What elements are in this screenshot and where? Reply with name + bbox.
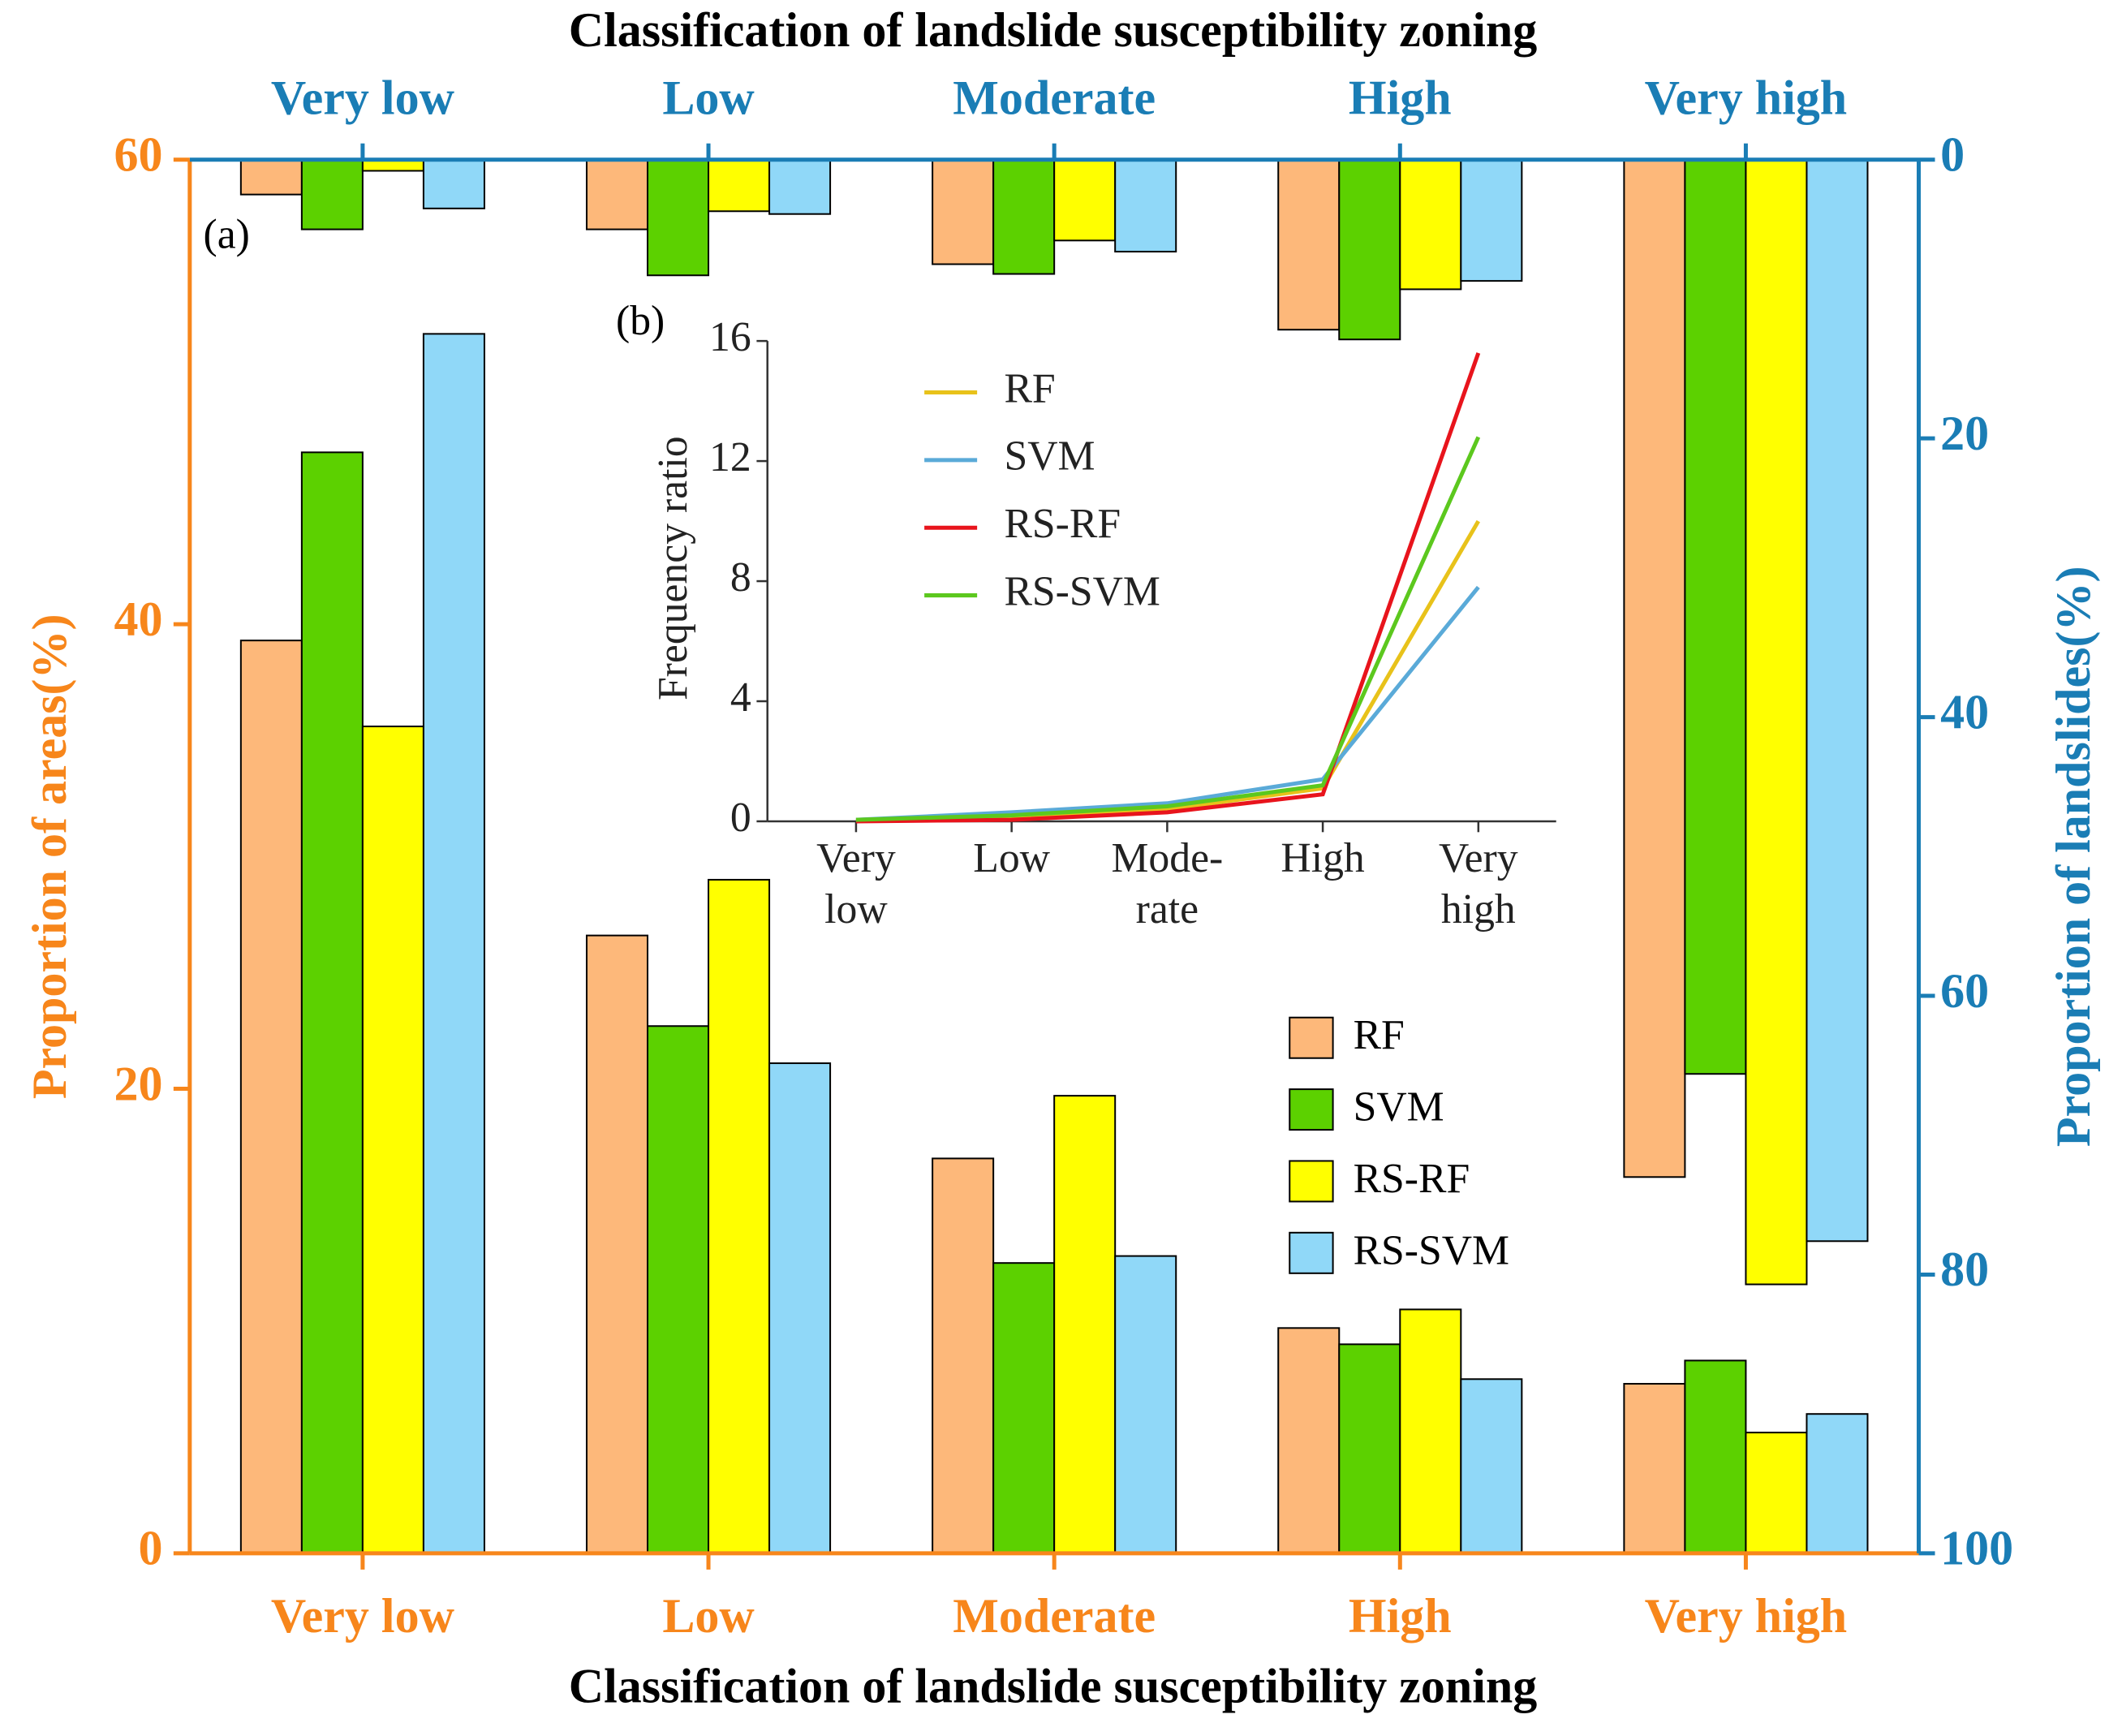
x2-tick-label: Very low [271,71,455,124]
landslide-bar [768,158,832,215]
y2-tick-label: 40 [1940,685,1989,739]
inset-legend-label: SVM [1004,433,1095,480]
landslide-bar [647,158,710,277]
x-tick-label: Very low [271,1589,455,1643]
y-tick-label: 20 [114,1057,162,1110]
inset-y-tick-label: 12 [709,434,751,480]
inset-x-tick-label: low [824,886,888,933]
y2-axis-title: Proportion of landslides(%) [2047,566,2100,1148]
area-bar [300,451,364,1554]
landslide-bar [1623,158,1686,1178]
y2-tick-label: 20 [1940,407,1989,460]
area-bar [1053,1095,1117,1554]
x2-tick-label: Moderate [953,71,1156,124]
area-bar [1745,1432,1808,1554]
area-bar [585,934,649,1554]
inset-x-tick-label: Mode- [1111,835,1223,881]
area-bar [1114,1255,1177,1554]
inset-x-tick-label: Very [1439,835,1518,881]
landslide-bar [300,158,364,230]
x2-tick-label: Very high [1645,71,1848,124]
legend-label: RS-SVM [1354,1227,1509,1273]
inset-legend-label: RS-SVM [1004,568,1160,614]
inset-legend-label: RF [1004,365,1055,411]
area-bar [932,1157,995,1554]
inset-y-tick-label: 4 [730,674,751,721]
y-tick-label: 40 [114,592,162,646]
x-tick-label: High [1349,1589,1452,1643]
top-axis-title: Classification of landslide susceptibili… [569,3,1538,57]
area-bar [361,726,424,1554]
ratio-line [855,436,1481,822]
y-axis-title: Proportion of areas(%) [23,614,76,1099]
landslide-bar [1399,158,1462,291]
x-tick-label: Very high [1645,1589,1848,1643]
landslide-bar [1745,158,1808,1286]
landslide-bar [1114,158,1177,253]
inset-legend-label: RS-RF [1004,501,1121,547]
x-tick-label: Low [662,1589,755,1643]
inset-y-tick-label: 16 [709,314,751,360]
legend-swatch [1289,1016,1334,1059]
landslide-bar [1806,158,1869,1243]
bottom-axis-title: Classification of landslide susceptibili… [569,1660,1538,1713]
legend-swatch [1289,1231,1334,1274]
panel-label: (b) [616,298,665,344]
landslide-bar [239,158,303,196]
inset-y-tick-label: 0 [730,795,751,841]
landslide-bar [1277,158,1341,331]
inset-x-tick-label: high [1441,886,1516,933]
y-tick-label: 0 [138,1522,162,1575]
y2-tick-label: 100 [1940,1522,2013,1575]
legend-label: RF [1354,1012,1405,1058]
x-tick-label: Moderate [953,1589,1156,1643]
area-bar [1460,1378,1523,1554]
inset-x-tick-label: rate [1136,886,1199,933]
landslide-bar [992,158,1056,275]
landslide-bar [1684,158,1747,1075]
inset-x-tick-label: Low [973,835,1050,881]
landslide-bar [1053,158,1117,242]
legend-label: SVM [1354,1084,1444,1131]
area-bar [1399,1308,1462,1554]
area-bar [422,333,485,1554]
panel-label: (a) [204,211,250,257]
area-bar [1684,1359,1747,1554]
landslide-bar [708,158,771,213]
inset-x-tick-label: Very [816,835,896,881]
area-bar [239,640,303,1554]
x2-tick-label: High [1349,71,1452,124]
legend-swatch [1289,1160,1334,1203]
y2-tick-label: 80 [1940,1243,1989,1296]
y2-tick-label: 0 [1940,127,1965,181]
y2-tick-label: 60 [1940,964,1989,1018]
landslide-bar [932,158,995,265]
landslide-bar [422,158,485,209]
legend-swatch [1289,1088,1334,1131]
ratio-line [855,352,1481,824]
inset-y-tick-label: 8 [730,554,751,601]
area-bar [1806,1413,1869,1554]
inset-x-tick-label: High [1281,835,1365,881]
area-bar [992,1262,1056,1554]
x2-tick-label: Low [662,71,755,124]
area-bar [768,1062,832,1554]
area-bar [1623,1383,1686,1554]
inset-y-axis-title: Frequency ratio [650,436,696,700]
landslide-bar [1460,158,1523,282]
landslide-bar [1338,158,1401,341]
y-tick-label: 60 [114,127,162,181]
area-bar [708,878,771,1554]
landslide-bar [585,158,649,230]
legend-label: RS-RF [1354,1156,1470,1202]
area-bar [1277,1327,1341,1554]
area-bar [1338,1343,1401,1554]
area-bar [647,1025,710,1554]
